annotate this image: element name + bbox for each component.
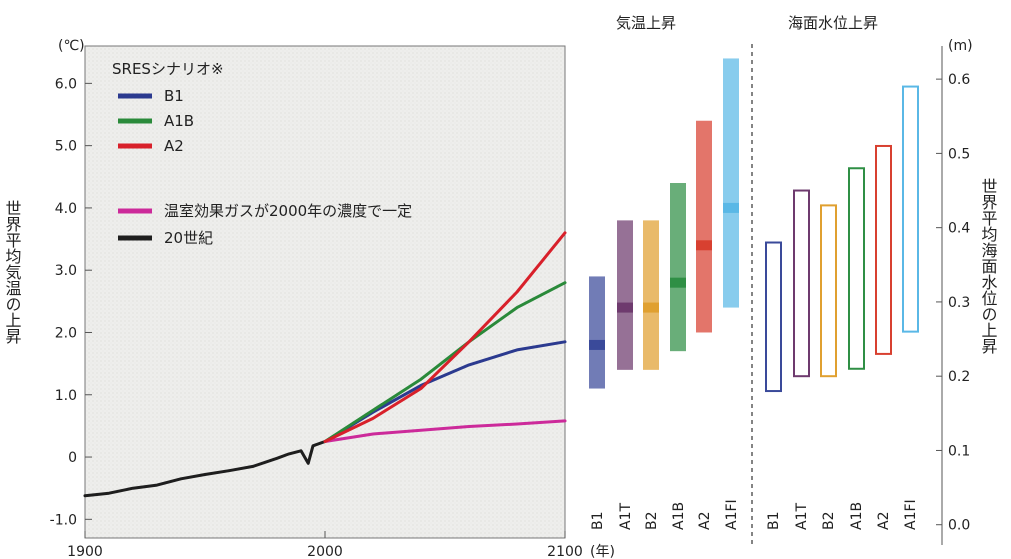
sea-level-range-bars: B1 A1T B2 A1B A2 A1FI (765, 85, 919, 530)
series-line-4 (83, 440, 327, 498)
sea-tick-label: 0.1 (948, 443, 970, 459)
sea-range-bar (902, 85, 919, 333)
series-line-3 (323, 419, 567, 443)
x-tick-label: 2100 (547, 544, 583, 559)
sea-category-label: A1B (849, 502, 865, 530)
temp-best-estimate (617, 302, 633, 313)
sea-range-bar (875, 144, 892, 355)
sea-level-unit-label: (m) (948, 38, 973, 54)
y-tick-label: 5.0 (55, 139, 77, 155)
sea-category-label: A1FI (903, 499, 919, 530)
y-axis-title: 世界平均気温の上昇 (3, 200, 22, 344)
y-tick-label: 2.0 (55, 325, 77, 341)
y-tick-label: 6.0 (55, 76, 77, 92)
y-tick-label: 4.0 (55, 201, 77, 217)
temp-category-label: A1FI (724, 499, 740, 530)
legend: SRESシナリオ※ B1 A1B A2 温室効果ガスが2000年の濃度で一定 20世紀 (112, 60, 412, 247)
temp-best-estimate (723, 202, 739, 213)
sea-category-label: A1T (794, 503, 810, 530)
temp-category-label: A2 (697, 512, 713, 530)
temp-best-estimate (643, 302, 659, 313)
sea-range-bar (820, 204, 837, 378)
temp-category-label: A1T (618, 503, 634, 530)
sea-level-axis-title: 世界平均海面水位の上昇 (979, 178, 998, 354)
y-tick-label: 1.0 (55, 388, 77, 404)
series-line-1 (323, 281, 567, 443)
temperature-range-bars: B1 A1T B2 A1B A2 A1FI (589, 58, 740, 530)
legend-label: A1B (164, 112, 194, 130)
sea-tick-label: 0.5 (948, 146, 970, 162)
y-unit-label: (℃) (58, 38, 85, 54)
y-tick-label: 3.0 (55, 263, 77, 279)
x-tick-label: 2000 (307, 544, 343, 559)
sea-category-label: B2 (821, 511, 837, 530)
sea-category-label: A2 (876, 512, 892, 530)
sea-range-bar (793, 189, 810, 378)
temp-category-label: B2 (644, 511, 660, 530)
temp-best-estimate (589, 339, 605, 350)
plot-area (84, 45, 566, 539)
legend-label: 20世紀 (164, 229, 213, 247)
sea-category-label: B1 (766, 511, 782, 530)
sea-tick-label: 0.0 (948, 518, 970, 534)
y-tick-label: -1.0 (50, 512, 77, 528)
sea-tick-label: 0.2 (948, 369, 970, 385)
x-tick-label: 1900 (67, 544, 103, 559)
legend-title: SRESシナリオ※ (112, 60, 224, 78)
temperature-lines (83, 231, 567, 498)
temp-best-estimate (696, 240, 712, 251)
temp-range-bar (643, 220, 659, 370)
temperature-axis: -1.0 0 1.0 2.0 3.0 4.0 5.0 6.0 1900 2000 2100 (50, 76, 583, 559)
temp-best-estimate (670, 277, 686, 288)
legend-label: 温室効果ガスが2000年の濃度で一定 (164, 202, 412, 220)
temp-range-bar (670, 183, 686, 352)
temp-rise-header: 気温上昇 (616, 14, 676, 32)
sea-tick-label: 0.4 (948, 221, 970, 237)
x-unit-label: (年) (590, 544, 615, 559)
sea-tick-label: 0.6 (948, 72, 970, 88)
legend-label: B1 (164, 87, 184, 105)
legend-label: A2 (164, 137, 184, 155)
sea-level-header: 海面水位上昇 (788, 14, 878, 32)
temp-range-bar (723, 58, 739, 308)
temp-category-label: B1 (590, 511, 606, 530)
sea-level-axis: 0.0 0.1 0.2 0.3 0.4 0.5 0.6 (936, 46, 970, 545)
temp-range-bar (696, 120, 712, 333)
temp-range-bar (589, 276, 605, 389)
y-tick-label: 0 (68, 450, 77, 466)
temp-category-label: A1B (671, 502, 687, 530)
temp-range-bar (617, 220, 633, 370)
series-line-2 (323, 231, 567, 443)
sea-range-bar (848, 167, 865, 370)
sea-tick-label: 0.3 (948, 295, 970, 311)
sea-range-bar (765, 241, 782, 393)
